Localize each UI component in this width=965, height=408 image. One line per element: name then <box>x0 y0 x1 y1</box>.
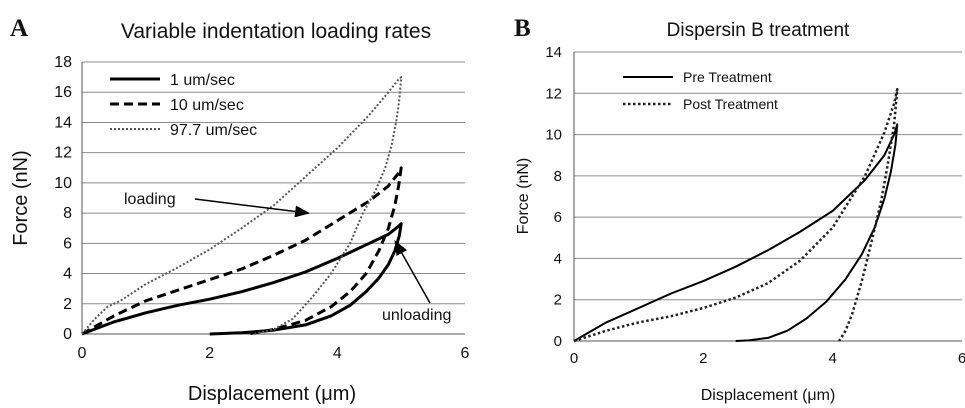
legend-label-10-um-sec: 10 um/sec <box>170 97 244 114</box>
chart-title-a: Variable indentation loading rates <box>121 20 431 43</box>
x-tick-label: 6 <box>461 345 470 362</box>
y-tick-label: 10 <box>545 127 562 144</box>
y-tick-label: 2 <box>554 292 562 309</box>
y-tick-label: 10 <box>54 175 72 192</box>
y-tick-label: 14 <box>545 44 562 61</box>
legend-b: Pre Treatment Post Treatment <box>623 69 778 112</box>
legend-label-97-um-sec: 97.7 um/sec <box>170 122 257 139</box>
y-tick-label: 2 <box>63 296 72 313</box>
y-tick-label: 0 <box>554 333 562 350</box>
y-tick-label: 8 <box>554 168 562 185</box>
chart-panel-b: B Dispersin B treatment 0 2 4 6 8 10 12 14 0 2 4 6… <box>514 15 965 404</box>
y-tick-label: 6 <box>554 209 562 226</box>
panel-label-b: B <box>514 15 531 42</box>
y-tick-label: 14 <box>54 114 72 131</box>
legend-a: 1 um/sec 10 um/sec 97.7 um/sec <box>110 72 257 139</box>
y-tick-label: 8 <box>63 205 72 222</box>
y-tick-label: 16 <box>54 84 72 101</box>
legend-label-pre-treatment: Pre Treatment <box>683 69 772 85</box>
series-group-b <box>573 87 899 343</box>
y-axis-title-b: Force (nN) <box>515 158 532 234</box>
y-tick-label: 4 <box>63 266 72 283</box>
chart-title-b: Dispersin B treatment <box>667 20 850 41</box>
y-tick-label: 0 <box>63 326 72 343</box>
annotation-unloading-arrow <box>394 240 431 304</box>
y-tick-label: 6 <box>63 235 72 252</box>
x-tick-label: 0 <box>78 345 87 362</box>
x-tick-label: 6 <box>958 350 965 367</box>
series-line-pre-treatment <box>573 123 899 342</box>
series-group-a <box>81 76 403 336</box>
annotation-loading-text: loading <box>124 191 176 208</box>
annotation-unloading: unloading <box>382 240 451 324</box>
x-tick-label: 2 <box>699 350 707 367</box>
series-line-97-7-um-sec <box>81 76 403 335</box>
x-tick-label: 4 <box>828 350 836 367</box>
series-line-post-treatment <box>573 87 899 343</box>
x-tick-label: 4 <box>333 345 342 362</box>
series-line-10-um-sec <box>81 166 403 336</box>
legend-label-1-um-sec: 1 um/sec <box>170 72 235 89</box>
panel-label-a: A <box>10 15 28 42</box>
x-axis-title-b: Displacement (μm) <box>701 387 836 404</box>
legend-label-post-treatment: Post Treatment <box>683 96 778 112</box>
x-tick-label: 0 <box>570 350 578 367</box>
x-tick-labels-a: 0 2 4 6 <box>78 345 470 362</box>
annotation-loading: loading <box>124 191 311 218</box>
y-tick-labels-a: 0 2 4 6 8 10 12 14 16 18 <box>54 54 72 343</box>
x-tick-labels-b: 0 2 4 6 <box>570 350 965 367</box>
x-axis-title-a: Displacement (μm) <box>188 383 356 405</box>
y-tick-labels-b: 0 2 4 6 8 10 12 14 <box>545 44 562 350</box>
series-line-1-um-sec <box>81 222 403 336</box>
gridlines-a <box>81 61 465 335</box>
y-tick-label: 12 <box>54 145 72 162</box>
chart-panel-a: A Variable indentation loading rates 0 2 4… <box>10 15 470 405</box>
y-axis-title-a: Force (nN) <box>10 150 32 246</box>
annotation-loading-arrow <box>194 198 311 218</box>
y-tick-label: 4 <box>554 250 562 267</box>
y-tick-label: 12 <box>545 85 562 102</box>
annotation-unloading-text: unloading <box>382 307 451 324</box>
x-tick-label: 2 <box>205 345 214 362</box>
y-tick-label: 18 <box>54 54 72 71</box>
